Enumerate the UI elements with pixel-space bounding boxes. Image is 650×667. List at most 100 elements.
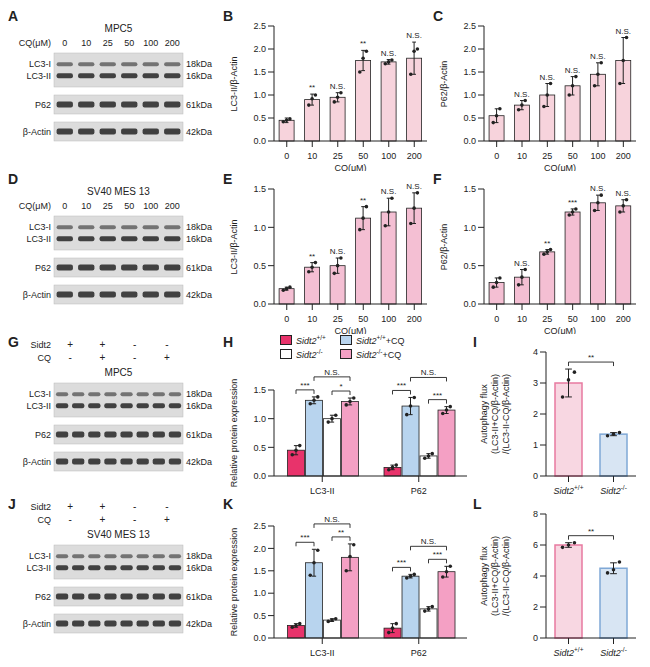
svg-text:+: + [164, 352, 170, 363]
svg-text:Sidt2+/+: Sidt2+/+ [554, 646, 584, 658]
svg-text:200: 200 [165, 201, 180, 211]
svg-text:MPC5: MPC5 [105, 23, 133, 34]
svg-text:0.0: 0.0 [463, 136, 476, 146]
svg-text:16kDa: 16kDa [186, 563, 212, 573]
svg-text:***: *** [433, 391, 442, 400]
svg-text:N.S.: N.S. [590, 184, 606, 193]
svg-text:-: - [68, 514, 71, 525]
svg-text:0.0: 0.0 [253, 136, 266, 146]
svg-text:N.S.: N.S. [421, 537, 437, 546]
svg-text:42kDa: 42kDa [186, 457, 212, 467]
svg-text:N.S.: N.S. [539, 73, 555, 82]
svg-text:-: - [133, 352, 136, 363]
svg-text:CQ: CQ [38, 353, 52, 363]
svg-text:8: 8 [533, 509, 538, 519]
svg-text:Sidt2+/+: Sidt2+/+ [554, 484, 584, 496]
svg-text:0: 0 [284, 151, 289, 161]
svg-text:+: + [99, 501, 105, 512]
svg-text:**: ** [588, 527, 594, 536]
svg-text:+: + [99, 514, 105, 525]
svg-text:P62: P62 [35, 263, 51, 273]
svg-text:N.S.: N.S. [514, 90, 530, 99]
svg-text:1.5: 1.5 [253, 184, 266, 194]
svg-text:LC3-II: LC3-II [310, 648, 335, 658]
svg-text:0.0: 0.0 [253, 633, 266, 643]
svg-text:1.5: 1.5 [463, 67, 476, 77]
svg-text:-: - [165, 501, 168, 512]
svg-text:25: 25 [333, 314, 343, 324]
svg-text:16kDa: 16kDa [186, 234, 212, 244]
svg-text:10: 10 [81, 201, 91, 211]
svg-text:50: 50 [358, 314, 368, 324]
svg-text:25: 25 [542, 314, 552, 324]
svg-text:100: 100 [381, 151, 396, 161]
svg-text:CQ(μM): CQ(μM) [19, 38, 51, 48]
svg-text:2.5: 2.5 [253, 21, 266, 31]
svg-text:61kDa: 61kDa [186, 592, 212, 602]
svg-text:LC3-I: LC3-I [29, 389, 51, 399]
svg-text:0.5: 0.5 [463, 261, 476, 271]
svg-text:18kDa: 18kDa [186, 551, 212, 561]
svg-text:1.0: 1.0 [253, 90, 266, 100]
svg-text:6: 6 [533, 540, 538, 550]
svg-text:***: *** [433, 550, 442, 559]
svg-text:**: ** [309, 83, 315, 92]
svg-text:Sidt2: Sidt2 [30, 340, 51, 350]
svg-text:50: 50 [124, 38, 134, 48]
svg-text:**: ** [360, 39, 366, 48]
svg-text:+: + [67, 501, 73, 512]
svg-text:**: ** [544, 239, 550, 248]
svg-text:10: 10 [81, 38, 91, 48]
svg-text:50: 50 [358, 151, 368, 161]
svg-text:0.5: 0.5 [253, 261, 266, 271]
svg-text:42kDa: 42kDa [186, 619, 212, 629]
svg-text:2.0: 2.0 [253, 544, 266, 554]
svg-text:N.S.: N.S. [590, 52, 606, 61]
svg-text:18kDa: 18kDa [186, 59, 212, 69]
svg-text:+: + [67, 339, 73, 350]
svg-text:N.S.: N.S. [565, 66, 581, 75]
svg-text:SV40 MES 13: SV40 MES 13 [87, 529, 150, 540]
svg-text:CQ(μM): CQ(μM) [334, 326, 366, 334]
svg-text:0.0: 0.0 [253, 299, 266, 309]
svg-text:1.0: 1.0 [253, 223, 266, 233]
svg-text:N.S.: N.S. [381, 187, 397, 196]
svg-text:β-Actin: β-Actin [23, 290, 51, 300]
svg-text:LC3-II: LC3-II [26, 401, 51, 411]
svg-text:β-Actin: β-Actin [23, 457, 51, 467]
svg-text:0.0: 0.0 [253, 471, 266, 481]
svg-text:18kDa: 18kDa [186, 389, 212, 399]
svg-text:β-Actin: β-Actin [23, 619, 51, 629]
svg-text:LC3-I: LC3-I [29, 59, 51, 69]
svg-text:LC3-I: LC3-I [29, 222, 51, 232]
svg-text:P62: P62 [411, 486, 427, 496]
svg-text:N.S.: N.S. [421, 368, 437, 377]
svg-text:18kDa: 18kDa [186, 222, 212, 232]
svg-text:0: 0 [62, 38, 67, 48]
svg-text:***: *** [397, 558, 406, 567]
svg-text:10: 10 [517, 151, 527, 161]
svg-text:N.S.: N.S. [615, 189, 631, 198]
svg-text:P62: P62 [411, 648, 427, 658]
svg-text:CQ: CQ [38, 515, 52, 525]
svg-text:+: + [164, 514, 170, 525]
svg-text:25: 25 [333, 151, 343, 161]
svg-text:***: *** [568, 198, 577, 207]
svg-text:100: 100 [590, 151, 605, 161]
svg-text:CQ(μM): CQ(μM) [334, 163, 366, 171]
svg-text:β-Actin: β-Actin [23, 127, 51, 137]
svg-text:*: * [339, 382, 342, 391]
svg-text:25: 25 [103, 201, 113, 211]
svg-text:10: 10 [307, 314, 317, 324]
svg-text:-: - [68, 352, 71, 363]
svg-text:0: 0 [533, 471, 538, 481]
svg-text:42kDa: 42kDa [186, 127, 212, 137]
svg-text:0: 0 [533, 633, 538, 643]
svg-text:200: 200 [407, 314, 422, 324]
svg-text:10: 10 [307, 151, 317, 161]
svg-text:1.5: 1.5 [463, 184, 476, 194]
svg-text:Sidt2-/-: Sidt2-/- [600, 484, 627, 496]
svg-text:0.5: 0.5 [463, 113, 476, 123]
svg-text:N.S.: N.S. [330, 247, 346, 256]
svg-text:10: 10 [517, 314, 527, 324]
